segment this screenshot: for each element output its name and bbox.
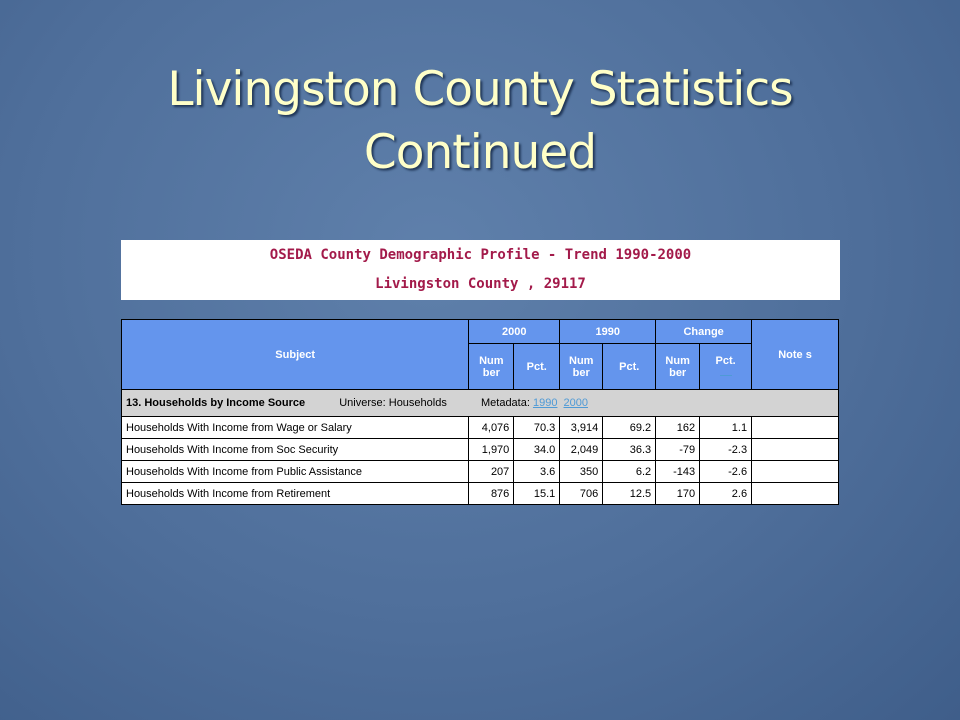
header-2000-pct: Pct. [513, 343, 561, 390]
row-note [751, 416, 839, 439]
header-subject: Subject [120, 319, 470, 390]
banner-title: OSEDA County Demographic Profile - Trend… [269, 247, 692, 263]
row-2000-pct: 3.6 [513, 460, 561, 483]
row-1990-number: 706 [559, 482, 604, 505]
banner-county: Livingston County , 29117 [375, 276, 586, 292]
row-change-pct: -2.3 [699, 438, 753, 461]
row-2000-number: 4,076 [468, 416, 515, 439]
row-change-number: -79 [655, 438, 701, 461]
row-1990-pct: 36.3 [602, 438, 657, 461]
profile-banner: OSEDA County Demographic Profile - Trend… [121, 240, 840, 300]
row-subject: Households With Income from Retirement [120, 482, 470, 505]
header-change-pct-link[interactable] [719, 369, 732, 376]
header-change-number: Num ber [655, 343, 701, 390]
row-subject: Households With Income from Soc Security [120, 438, 470, 461]
row-change-number: 170 [655, 482, 701, 505]
section-universe: Universe: Households [339, 397, 447, 409]
slide-title-line2: Continued [363, 125, 597, 180]
slide-title: Livingston County Statistics Continued [0, 58, 960, 184]
row-2000-number: 1,970 [468, 438, 515, 461]
table-row: Households With Income from Wage or Sala… [120, 416, 839, 439]
row-2000-pct: 15.1 [513, 482, 561, 505]
header-2000-number: Num ber [468, 343, 515, 390]
row-1990-pct: 6.2 [602, 460, 657, 483]
row-note [751, 482, 839, 505]
header-1990-pct: Pct. [602, 343, 657, 390]
row-1990-number: 350 [559, 460, 604, 483]
row-note [751, 438, 839, 461]
row-change-pct: 1.1 [699, 416, 753, 439]
row-1990-pct: 12.5 [602, 482, 657, 505]
metadata-label: Metadata: [480, 397, 530, 409]
table-row: Households With Income from Public Assis… [120, 460, 839, 483]
header-change-pct: Pct. [699, 343, 753, 390]
row-1990-number: 2,049 [559, 438, 604, 461]
metadata-link-2000[interactable]: 2000 [563, 397, 588, 409]
header-1990-number: Num ber [559, 343, 604, 390]
header-notes: Note s [751, 319, 839, 390]
row-1990-pct: 69.2 [602, 416, 657, 439]
row-2000-pct: 70.3 [513, 416, 561, 439]
row-subject: Households With Income from Wage or Sala… [120, 416, 470, 439]
table-row: Households With Income from Soc Security… [120, 438, 839, 461]
row-2000-pct: 34.0 [513, 438, 561, 461]
row-subject: Households With Income from Public Assis… [120, 460, 470, 483]
row-change-pct: -2.6 [699, 460, 753, 483]
row-change-number: -143 [655, 460, 701, 483]
slide-title-line1: Livingston County Statistics [167, 62, 793, 117]
header-2000: 2000 [468, 319, 561, 344]
row-2000-number: 876 [468, 482, 515, 505]
header-1990: 1990 [559, 319, 657, 344]
metadata-link-1990[interactable]: 1990 [532, 397, 558, 409]
header-change-pct-label: Pct. [715, 354, 736, 367]
row-change-pct: 2.6 [699, 482, 753, 505]
row-1990-number: 3,914 [559, 416, 604, 439]
row-2000-number: 207 [468, 460, 515, 483]
header-change: Change [655, 319, 753, 344]
row-note [751, 460, 839, 483]
table-row: Households With Income from Retirement 8… [120, 482, 839, 505]
row-change-number: 162 [655, 416, 701, 439]
section-row: 13. Households by Income Source Universe… [121, 389, 839, 417]
section-title: 13. Households by Income Source [126, 397, 306, 409]
stats-table: Subject 2000 1990 Change Note s Num ber … [120, 319, 839, 505]
